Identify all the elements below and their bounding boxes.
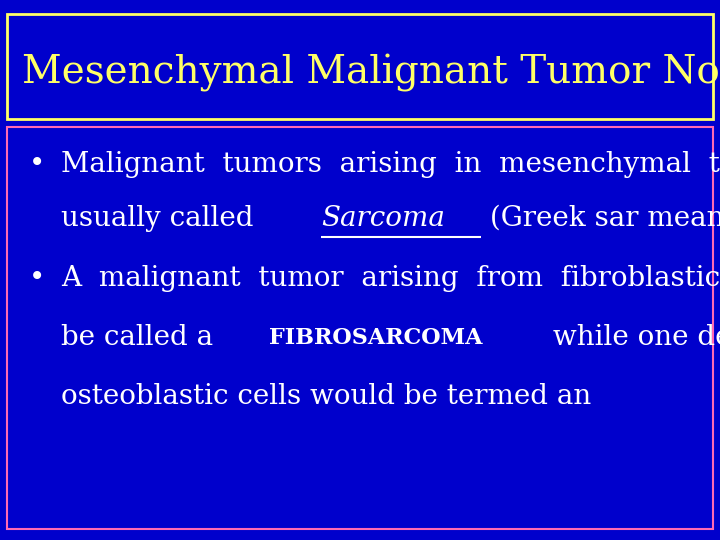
Text: A  malignant  tumor  arising  from  fibroblastic  cells  would: A malignant tumor arising from fibroblas… bbox=[61, 265, 720, 292]
Text: usually called: usually called bbox=[61, 205, 263, 232]
Text: osteoblastic cells would be termed an: osteoblastic cells would be termed an bbox=[61, 383, 600, 410]
FancyBboxPatch shape bbox=[7, 14, 713, 119]
Text: FIBROSARCOMA: FIBROSARCOMA bbox=[269, 327, 482, 348]
FancyBboxPatch shape bbox=[7, 127, 713, 529]
Text: •: • bbox=[29, 265, 45, 292]
Text: Mesenchymal Malignant Tumor Nomenclature: Mesenchymal Malignant Tumor Nomenclature bbox=[22, 54, 720, 92]
Text: while one developing from: while one developing from bbox=[544, 324, 720, 351]
Text: Malignant  tumors  arising  in  mesenchymal  tissue  are: Malignant tumors arising in mesenchymal … bbox=[61, 151, 720, 178]
Text: Sarcoma: Sarcoma bbox=[321, 205, 445, 232]
Text: (Greek sar means fleshy): (Greek sar means fleshy) bbox=[481, 205, 720, 232]
Text: be called a: be called a bbox=[61, 324, 222, 351]
Text: •: • bbox=[29, 151, 45, 178]
